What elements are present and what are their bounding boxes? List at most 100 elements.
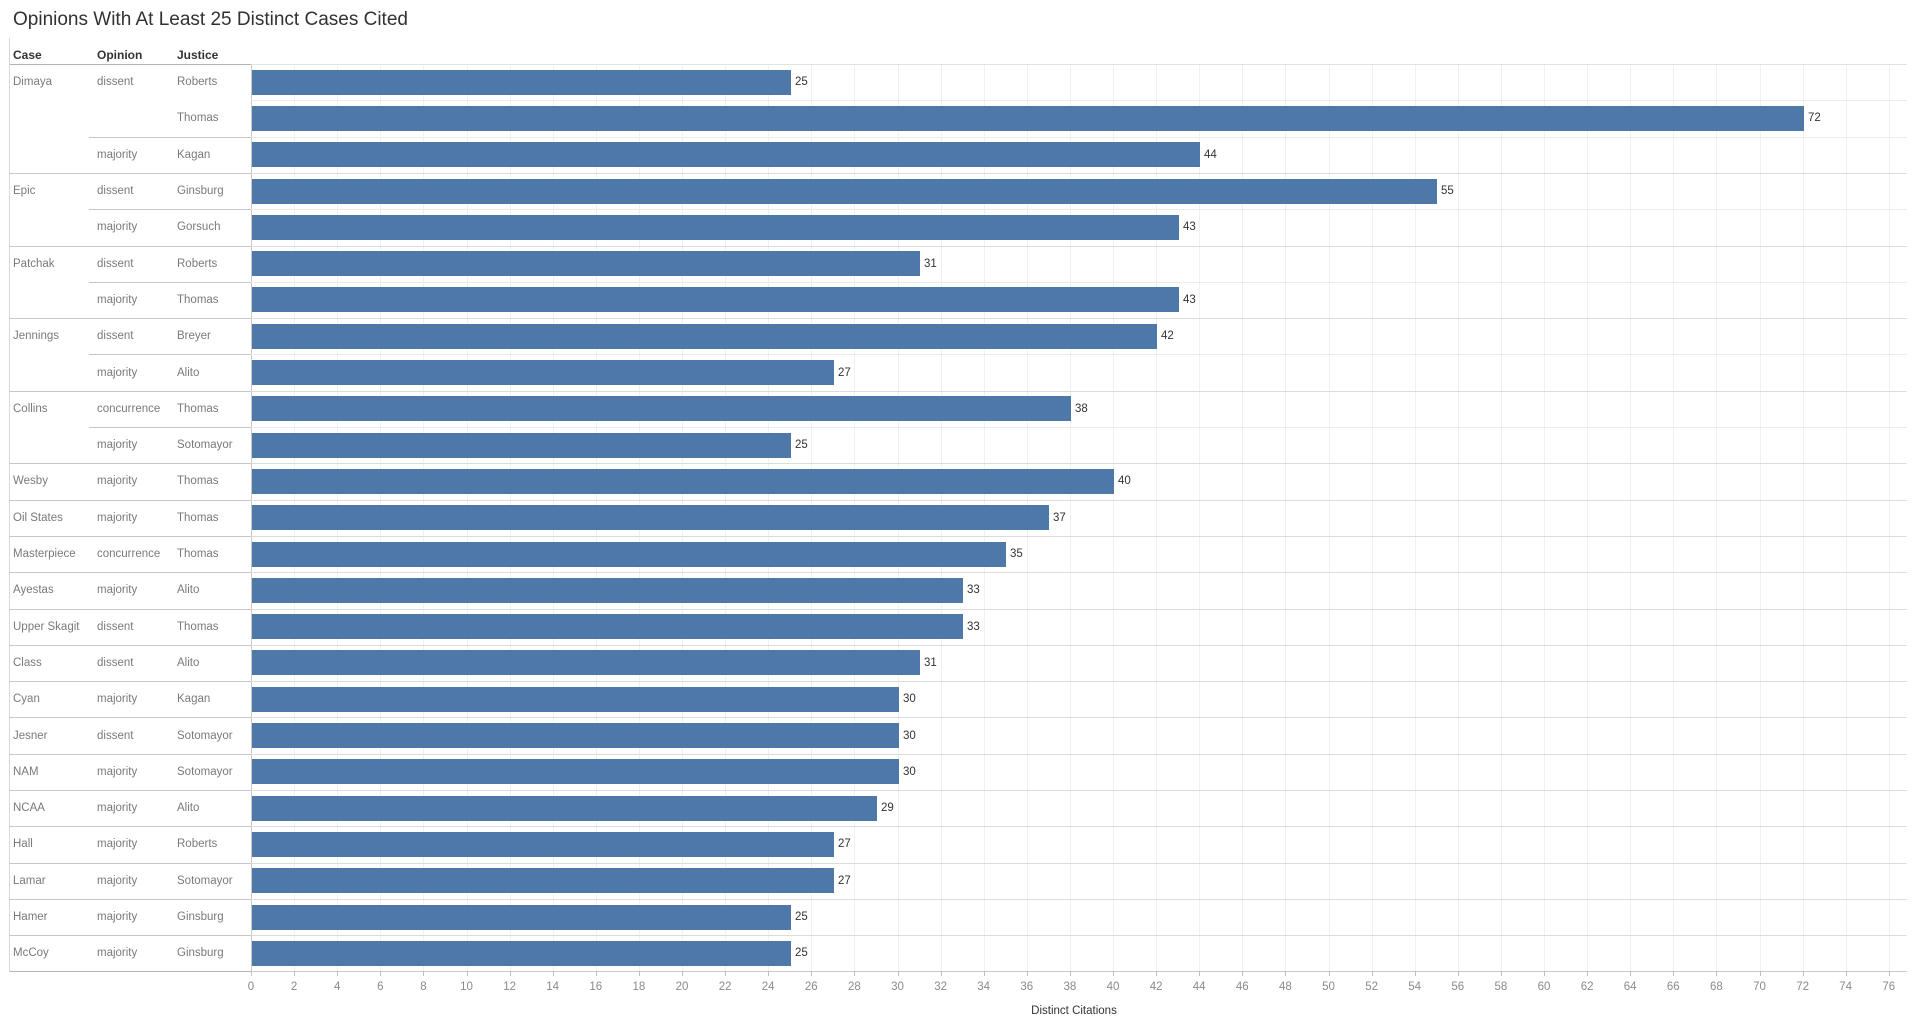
bar[interactable] bbox=[252, 469, 1114, 494]
bar[interactable] bbox=[252, 324, 1157, 349]
bar[interactable] bbox=[252, 723, 899, 748]
row-opinion-label[interactable]: concurrence bbox=[97, 548, 161, 560]
row-justice-label[interactable]: Breyer bbox=[177, 330, 211, 342]
row-separator bbox=[251, 754, 1907, 755]
row-opinion-label[interactable]: majority bbox=[97, 221, 138, 233]
bar[interactable] bbox=[252, 251, 920, 276]
column-header-opinion[interactable]: Opinion bbox=[97, 48, 143, 62]
bar[interactable] bbox=[252, 832, 834, 857]
row-justice-label[interactable]: Roberts bbox=[177, 76, 218, 88]
row-separator bbox=[251, 790, 1907, 791]
bar[interactable] bbox=[252, 650, 920, 675]
row-opinion-label[interactable]: majority bbox=[97, 439, 138, 451]
bar[interactable] bbox=[252, 578, 963, 603]
row-case-label[interactable]: Wesby bbox=[13, 475, 48, 487]
bar[interactable] bbox=[252, 70, 791, 95]
row-case-label[interactable]: NCAA bbox=[13, 802, 45, 814]
row-justice-label[interactable]: Thomas bbox=[177, 512, 219, 524]
row-justice-label[interactable]: Ginsburg bbox=[177, 911, 224, 923]
bar[interactable] bbox=[252, 796, 877, 821]
row-opinion-label[interactable]: majority bbox=[97, 947, 138, 959]
bar[interactable] bbox=[252, 179, 1437, 204]
row-case-label[interactable]: Jennings bbox=[13, 330, 60, 342]
row-justice-label[interactable]: Sotomayor bbox=[177, 766, 233, 778]
row-opinion-label[interactable]: dissent bbox=[97, 185, 134, 197]
row-case-label[interactable]: Dimaya bbox=[13, 76, 52, 88]
row-opinion-label[interactable]: dissent bbox=[97, 657, 134, 669]
row-justice-label[interactable]: Roberts bbox=[177, 258, 218, 270]
row-opinion-label[interactable]: majority bbox=[97, 294, 138, 306]
row-justice-label[interactable]: Alito bbox=[177, 802, 200, 814]
row-justice-label[interactable]: Kagan bbox=[177, 693, 211, 705]
row-opinion-label[interactable]: dissent bbox=[97, 730, 134, 742]
bar[interactable] bbox=[252, 142, 1200, 167]
bar[interactable] bbox=[252, 941, 791, 966]
bar-value-label: 44 bbox=[1204, 149, 1217, 161]
row-justice-label[interactable]: Sotomayor bbox=[177, 875, 233, 887]
row-opinion-label[interactable]: majority bbox=[97, 693, 138, 705]
row-case-label[interactable]: NAM bbox=[13, 766, 39, 778]
bar[interactable] bbox=[252, 687, 899, 712]
row-opinion-label[interactable]: concurrence bbox=[97, 403, 161, 415]
bar[interactable] bbox=[252, 542, 1006, 567]
row-case-label[interactable]: Oil States bbox=[13, 512, 63, 524]
bar[interactable] bbox=[252, 396, 1071, 421]
row-opinion-label[interactable]: majority bbox=[97, 475, 138, 487]
row-justice-label[interactable]: Roberts bbox=[177, 838, 218, 850]
row-opinion-label[interactable]: dissent bbox=[97, 76, 134, 88]
row-case-label[interactable]: Masterpiece bbox=[13, 548, 76, 560]
row-justice-label[interactable]: Gorsuch bbox=[177, 221, 221, 233]
bar[interactable] bbox=[252, 106, 1804, 131]
bar[interactable] bbox=[252, 868, 834, 893]
row-opinion-label[interactable]: majority bbox=[97, 875, 138, 887]
row-case-label[interactable]: McCoy bbox=[13, 947, 49, 959]
row-justice-label[interactable]: Kagan bbox=[177, 149, 211, 161]
bar[interactable] bbox=[252, 360, 834, 385]
row-justice-label[interactable]: Thomas bbox=[177, 112, 219, 124]
row-justice-label[interactable]: Thomas bbox=[177, 403, 219, 415]
row-justice-label[interactable]: Sotomayor bbox=[177, 439, 233, 451]
row-case-label[interactable]: Jesner bbox=[13, 730, 48, 742]
bar[interactable] bbox=[252, 433, 791, 458]
row-opinion-label[interactable]: majority bbox=[97, 766, 138, 778]
bar[interactable] bbox=[252, 614, 963, 639]
row-opinion-label[interactable]: majority bbox=[97, 838, 138, 850]
row-justice-label[interactable]: Thomas bbox=[177, 294, 219, 306]
row-case-label[interactable]: Collins bbox=[13, 403, 48, 415]
row-justice-label[interactable]: Thomas bbox=[177, 548, 219, 560]
row-opinion-label[interactable]: dissent bbox=[97, 330, 134, 342]
row-opinion-label[interactable]: majority bbox=[97, 149, 138, 161]
row-opinion-label[interactable]: majority bbox=[97, 802, 138, 814]
bar[interactable] bbox=[252, 505, 1049, 530]
row-case-label[interactable]: Cyan bbox=[13, 693, 40, 705]
row-opinion-label[interactable]: dissent bbox=[97, 621, 134, 633]
row-justice-label[interactable]: Ginsburg bbox=[177, 947, 224, 959]
row-opinion-label[interactable]: majority bbox=[97, 911, 138, 923]
row-opinion-label[interactable]: majority bbox=[97, 584, 138, 596]
row-case-label[interactable]: Upper Skagit bbox=[13, 621, 80, 633]
row-opinion-label[interactable]: majority bbox=[97, 367, 138, 379]
row-justice-label[interactable]: Sotomayor bbox=[177, 730, 233, 742]
column-header-case[interactable]: Case bbox=[13, 48, 42, 62]
y-axis-line bbox=[251, 64, 252, 972]
row-opinion-label[interactable]: majority bbox=[97, 512, 138, 524]
row-case-label[interactable]: Ayestas bbox=[13, 584, 54, 596]
bar[interactable] bbox=[252, 215, 1179, 240]
row-justice-label[interactable]: Thomas bbox=[177, 475, 219, 487]
row-justice-label[interactable]: Thomas bbox=[177, 621, 219, 633]
row-case-label[interactable]: Hamer bbox=[13, 911, 48, 923]
row-case-label[interactable]: Lamar bbox=[13, 875, 46, 887]
bar[interactable] bbox=[252, 905, 791, 930]
bar[interactable] bbox=[252, 287, 1179, 312]
row-case-label[interactable]: Patchak bbox=[13, 258, 55, 270]
column-header-justice[interactable]: Justice bbox=[177, 48, 219, 62]
row-justice-label[interactable]: Alito bbox=[177, 584, 200, 596]
row-opinion-label[interactable]: dissent bbox=[97, 258, 134, 270]
row-case-label[interactable]: Hall bbox=[13, 838, 33, 850]
row-justice-label[interactable]: Alito bbox=[177, 367, 200, 379]
row-case-label[interactable]: Epic bbox=[13, 185, 36, 197]
row-justice-label[interactable]: Ginsburg bbox=[177, 185, 224, 197]
row-justice-label[interactable]: Alito bbox=[177, 657, 200, 669]
bar[interactable] bbox=[252, 759, 899, 784]
row-case-label[interactable]: Class bbox=[13, 657, 42, 669]
